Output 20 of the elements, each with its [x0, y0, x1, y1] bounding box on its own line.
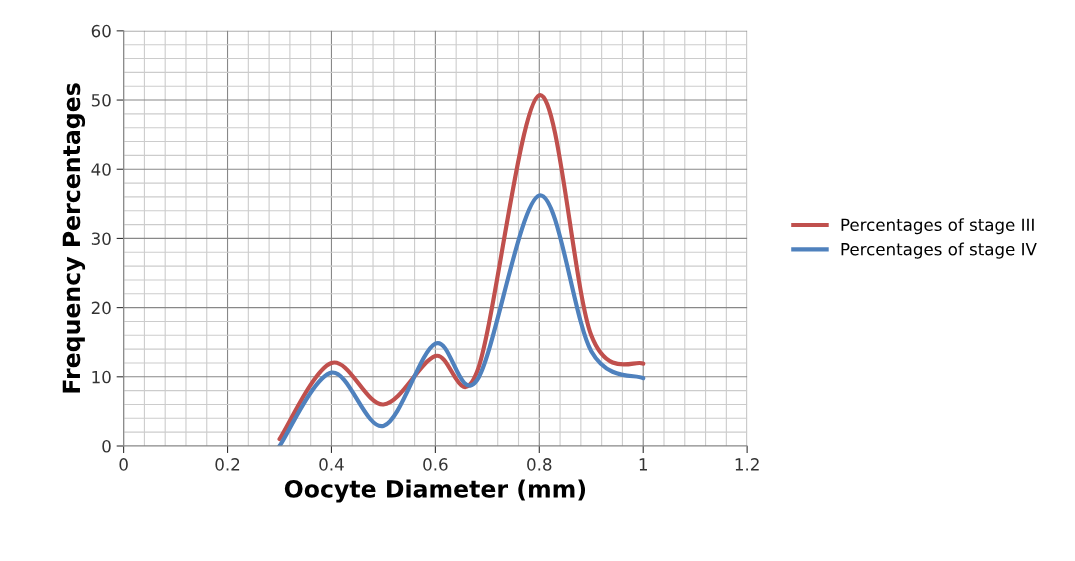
y-tick-label: 40: [91, 163, 111, 176]
y-tick-label: 50: [91, 94, 111, 107]
x-tick-label: 0.8: [527, 458, 552, 471]
x-tick-label: 0.2: [215, 458, 240, 471]
x-tick-label: 0.4: [319, 458, 344, 471]
y-tick-label: 10: [92, 370, 111, 384]
legend-label: Percentages of stage IV: [841, 242, 1037, 259]
y-tick-label: 20: [91, 301, 111, 315]
legend-label: Percentages of stage III: [841, 218, 1034, 235]
x-tick-label: 0.6: [423, 458, 448, 471]
y-axis-title: Frequency Percentages: [62, 83, 86, 393]
x-axis-title: Oocyte Diameter (mm): [284, 479, 586, 503]
x-tick-label: 0: [119, 458, 128, 471]
line-series: [277, 193, 646, 446]
y-tick-label: 0: [102, 439, 111, 453]
y-tick-label: 30: [91, 232, 111, 245]
x-tick-label: 1: [639, 458, 647, 471]
x-tick-label: 1.2: [735, 458, 759, 471]
line-series: [277, 93, 646, 442]
y-tick-label: 60: [91, 24, 111, 38]
